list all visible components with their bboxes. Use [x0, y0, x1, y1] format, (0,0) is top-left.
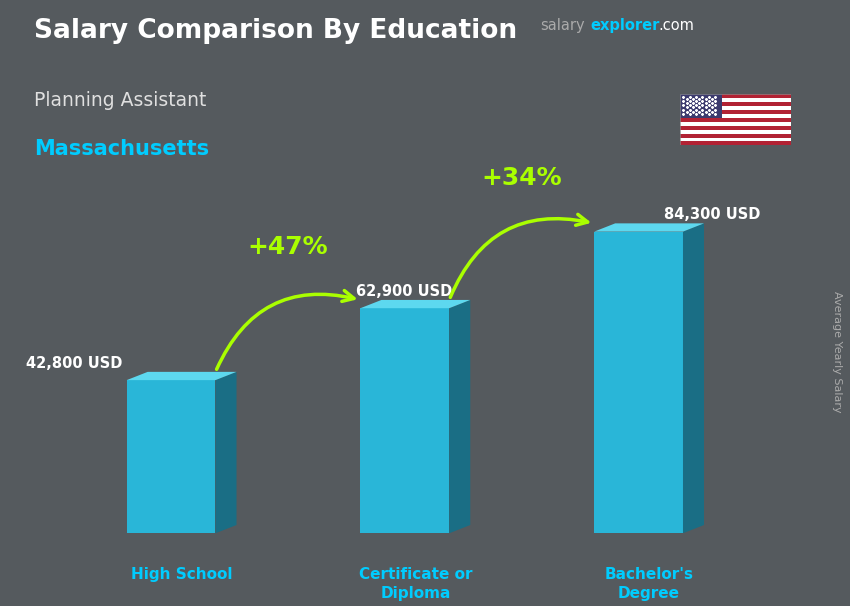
Bar [680, 130, 790, 133]
Polygon shape [360, 308, 449, 533]
Polygon shape [127, 372, 236, 380]
Text: Bachelor's
Degree: Bachelor's Degree [604, 567, 694, 601]
Polygon shape [127, 380, 215, 533]
Bar [680, 106, 790, 110]
Text: Certificate or
Diploma: Certificate or Diploma [359, 567, 472, 601]
Text: .com: .com [659, 18, 694, 33]
Polygon shape [215, 372, 236, 533]
Text: +34%: +34% [481, 166, 562, 190]
Bar [680, 94, 722, 118]
Bar [680, 98, 790, 102]
Bar [680, 110, 790, 114]
Polygon shape [683, 224, 704, 533]
Bar [680, 138, 790, 141]
Bar [680, 122, 790, 125]
Text: Planning Assistant: Planning Assistant [34, 91, 207, 110]
Text: 84,300 USD: 84,300 USD [664, 207, 761, 222]
Text: Average Yearly Salary: Average Yearly Salary [832, 291, 842, 412]
Bar [680, 102, 790, 106]
Text: 62,900 USD: 62,900 USD [355, 284, 452, 299]
Bar [680, 141, 790, 145]
Text: 42,800 USD: 42,800 USD [26, 356, 122, 371]
Polygon shape [594, 224, 704, 231]
Text: salary: salary [540, 18, 584, 33]
Text: explorer: explorer [591, 18, 660, 33]
Bar [680, 133, 790, 138]
Text: Salary Comparison By Education: Salary Comparison By Education [34, 18, 517, 44]
Text: Massachusetts: Massachusetts [34, 139, 209, 159]
Polygon shape [449, 300, 470, 533]
Bar [680, 118, 790, 122]
Bar [680, 94, 790, 98]
Text: +47%: +47% [247, 235, 328, 259]
Text: High School: High School [131, 567, 232, 582]
Polygon shape [594, 231, 683, 533]
Polygon shape [360, 300, 470, 308]
Bar [680, 125, 790, 130]
Bar [680, 114, 790, 118]
